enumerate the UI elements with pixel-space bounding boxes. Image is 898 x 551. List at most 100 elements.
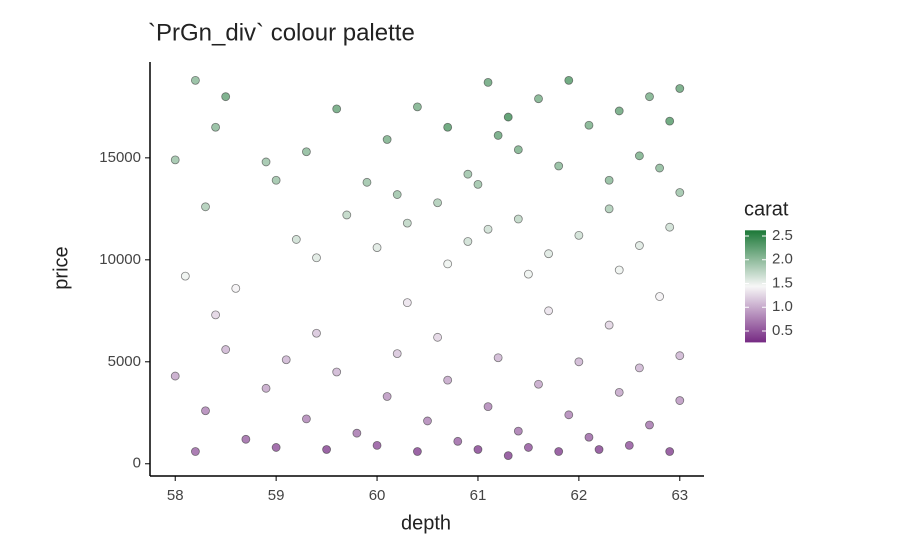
point [513, 426, 523, 436]
x-tick-label: 63 [671, 487, 688, 504]
point [241, 434, 251, 444]
y-tick-label: 15000 [99, 149, 141, 166]
point [433, 198, 442, 208]
point [392, 190, 402, 199]
point [423, 416, 432, 426]
point [584, 120, 594, 130]
point [645, 92, 654, 102]
point [402, 218, 412, 228]
point [544, 249, 553, 259]
point [362, 177, 372, 187]
x-tick-label: 60 [369, 487, 386, 504]
point [201, 202, 210, 212]
point [433, 332, 442, 342]
colorbar-tick-label: 1.5 [772, 274, 793, 291]
point [443, 259, 453, 269]
point [534, 94, 543, 104]
point [302, 414, 311, 424]
point [261, 157, 271, 167]
point [513, 214, 523, 224]
x-tick-label: 61 [470, 487, 487, 504]
point [584, 432, 594, 442]
point [524, 443, 533, 452]
point [382, 135, 392, 144]
point [635, 241, 644, 250]
point [382, 392, 392, 401]
point [221, 92, 231, 102]
point [493, 131, 503, 140]
point [332, 104, 342, 114]
point [332, 367, 342, 377]
colorbar-tick-label: 2.5 [772, 227, 793, 244]
point [544, 306, 553, 316]
point [170, 371, 180, 381]
point [231, 283, 241, 293]
point [493, 353, 503, 363]
chart-title: `PrGn_div` colour palette [148, 19, 415, 46]
point [554, 161, 564, 171]
point [574, 230, 584, 240]
point [604, 175, 614, 185]
point [483, 402, 493, 412]
point [463, 169, 473, 179]
point [554, 447, 564, 456]
point [675, 84, 685, 93]
point [534, 379, 543, 389]
point [564, 410, 574, 420]
point [413, 102, 422, 112]
point [604, 204, 614, 214]
point [614, 387, 624, 397]
y-axis-title: price [50, 246, 72, 289]
point [402, 298, 412, 308]
colorbar-tick-label: 0.5 [772, 322, 793, 339]
point [665, 447, 675, 456]
point [483, 77, 493, 87]
y-tick-label: 5000 [108, 353, 141, 370]
point [342, 210, 352, 220]
point [503, 451, 513, 461]
point [665, 116, 675, 126]
point [473, 179, 483, 189]
colorbar-tick-label: 1.0 [772, 298, 793, 315]
point [322, 445, 331, 454]
point [392, 349, 402, 359]
point [443, 375, 453, 385]
point [221, 345, 231, 354]
y-tick-label: 0 [133, 455, 141, 472]
point [271, 175, 281, 185]
point [614, 106, 624, 116]
colorbar [745, 230, 766, 343]
point [564, 75, 574, 85]
y-tick-label: 10000 [99, 251, 141, 268]
point [675, 351, 685, 361]
point [291, 235, 301, 244]
point [524, 269, 533, 279]
point [312, 328, 321, 338]
point [665, 222, 675, 232]
point [594, 445, 604, 454]
point [413, 447, 422, 456]
point [201, 406, 210, 416]
point [645, 420, 654, 430]
point [463, 237, 473, 246]
point [352, 428, 362, 438]
point [191, 75, 200, 85]
point [281, 355, 291, 365]
point [372, 441, 382, 450]
point [604, 320, 614, 330]
point [635, 363, 644, 373]
point [211, 310, 220, 320]
legend-title: carat [744, 198, 789, 220]
point [211, 122, 220, 132]
point [503, 112, 513, 122]
point [170, 155, 180, 165]
point [655, 292, 664, 301]
x-tick-label: 58 [167, 487, 184, 504]
point [483, 224, 493, 234]
point [180, 271, 190, 281]
colorbar-tick-label: 2.0 [772, 251, 793, 268]
point [574, 357, 584, 367]
point [312, 253, 321, 263]
point [513, 145, 523, 155]
